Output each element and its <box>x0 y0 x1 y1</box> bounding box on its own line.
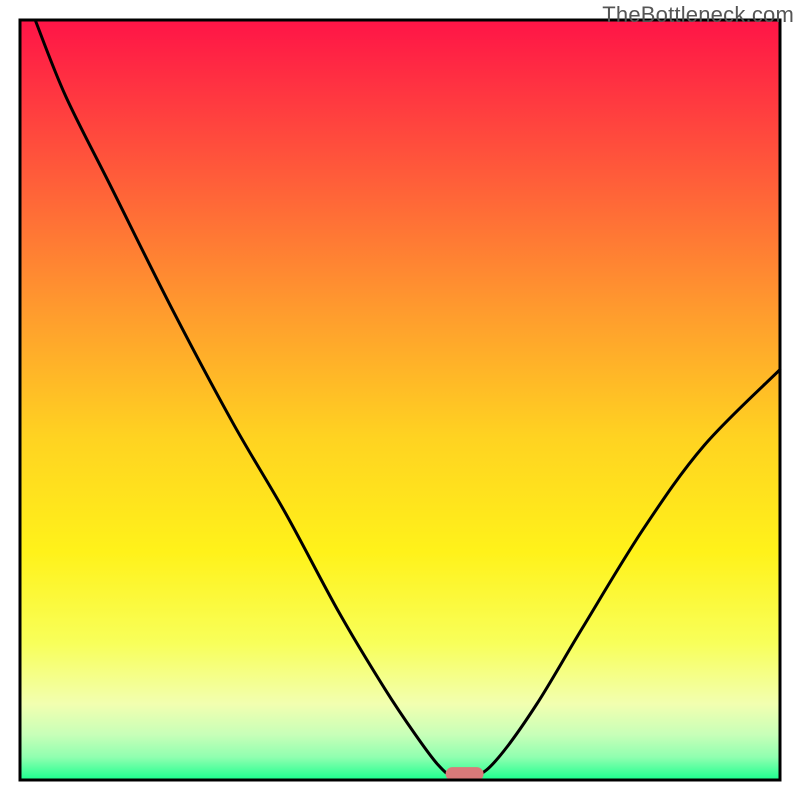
chart-svg <box>0 0 800 800</box>
chart-background <box>20 20 780 780</box>
chart-container: TheBottleneck.com <box>0 0 800 800</box>
